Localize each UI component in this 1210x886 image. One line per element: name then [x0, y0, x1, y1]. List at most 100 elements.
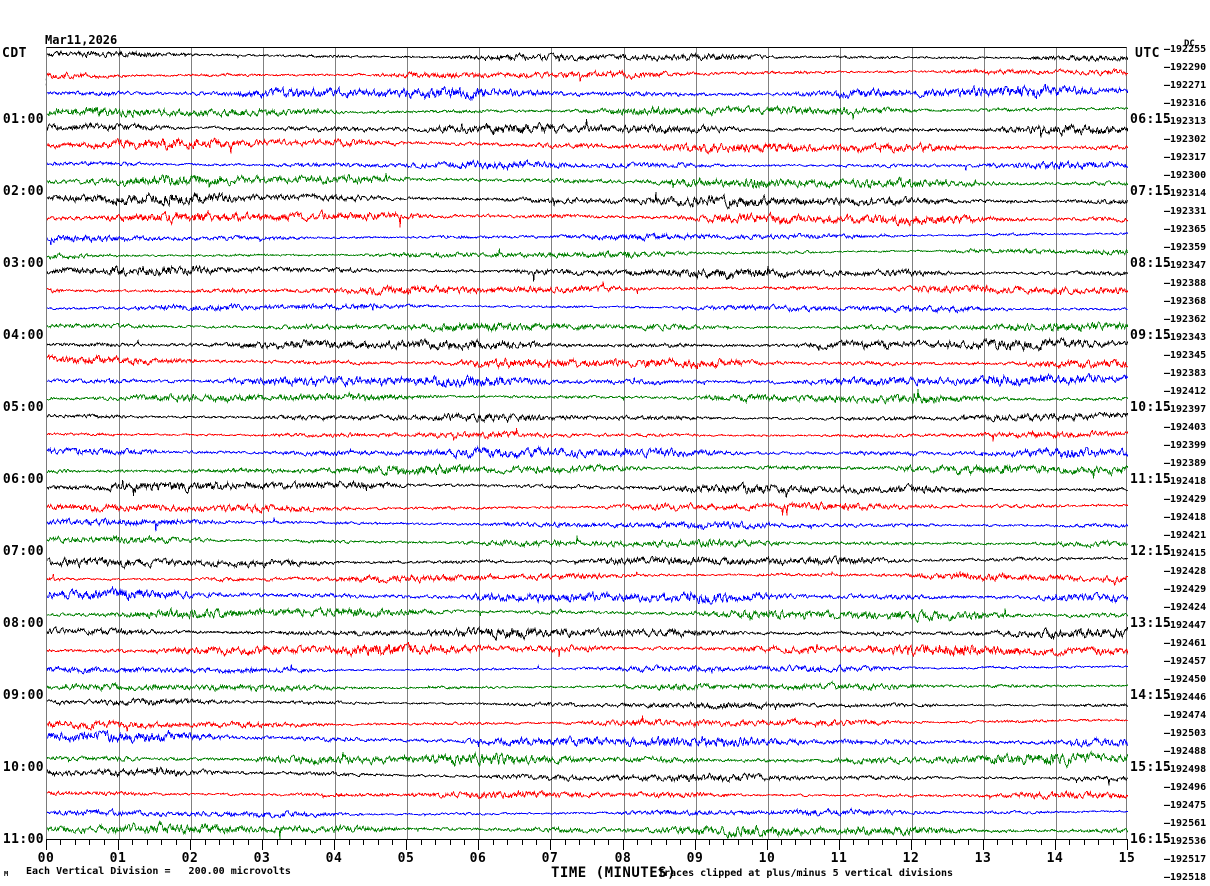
- xtick-label-15: 15: [1118, 851, 1136, 866]
- seismic-trace: [47, 388, 1128, 405]
- xtick-label-14: 14: [1046, 851, 1064, 866]
- tick-major-13: [983, 839, 984, 850]
- hour-label-cdt-0400: 04:00: [2, 328, 44, 343]
- dc-value: –192403: [1164, 422, 1207, 433]
- dc-value: –192474: [1164, 710, 1207, 721]
- hour-label-cdt-0300: 03:00: [2, 256, 44, 271]
- dc-value: –192418: [1164, 512, 1207, 523]
- tick-major-08: [623, 839, 624, 850]
- seismic-trace: [47, 664, 1128, 675]
- xtick-label-13: 13: [974, 851, 992, 866]
- hour-label-utc-1115: 11:15: [1130, 472, 1172, 487]
- seismic-trace: [47, 247, 1128, 261]
- tick-major-10: [767, 839, 768, 850]
- dc-value: –192518: [1164, 872, 1207, 883]
- seismic-trace: [47, 680, 1128, 693]
- dc-value: –192271: [1164, 80, 1207, 91]
- tick-minor: [378, 839, 379, 845]
- tick-major-11: [839, 839, 840, 850]
- gridline-minute-12: [912, 48, 913, 839]
- tick-minor: [421, 839, 422, 845]
- seismic-trace: [47, 191, 1128, 210]
- xtick-label-07: 07: [541, 851, 559, 866]
- xtick-label-04: 04: [325, 851, 343, 866]
- hour-label-utc-1315: 13:15: [1130, 616, 1172, 631]
- tick-minor: [1041, 839, 1042, 845]
- tick-minor: [579, 839, 580, 845]
- seismic-trace: [47, 517, 1128, 532]
- tick-major-05: [406, 839, 407, 850]
- right-timezone-label: UTC: [1135, 46, 1160, 61]
- tick-major-12: [911, 839, 912, 850]
- dc-value: –192429: [1164, 584, 1207, 595]
- hour-label-utc-1015: 10:15: [1130, 400, 1172, 415]
- dc-value: –192418: [1164, 476, 1207, 487]
- tick-minor: [75, 839, 76, 845]
- xtick-label-12: 12: [902, 851, 920, 866]
- dc-value: –192343: [1164, 332, 1207, 343]
- seismic-trace: [47, 118, 1128, 138]
- tick-minor: [1084, 839, 1085, 845]
- tick-minor: [925, 839, 926, 845]
- xtick-label-10: 10: [758, 851, 776, 866]
- tick-minor: [161, 839, 162, 845]
- tick-minor: [233, 839, 234, 845]
- tick-minor: [176, 839, 177, 845]
- seismic-trace: [47, 302, 1128, 314]
- gridline-minute-09: [696, 48, 697, 839]
- dc-value: –192316: [1164, 98, 1207, 109]
- dc-value: –192421: [1164, 530, 1207, 541]
- tick-minor: [997, 839, 998, 845]
- dc-value: –192536: [1164, 836, 1207, 847]
- dc-value: –192517: [1164, 854, 1207, 865]
- dc-value: –192397: [1164, 404, 1207, 415]
- dc-value: –192503: [1164, 728, 1207, 739]
- dc-value: –192300: [1164, 170, 1207, 181]
- seismic-trace: [47, 68, 1128, 82]
- dc-value: –192561: [1164, 818, 1207, 829]
- xtick-label-09: 09: [686, 851, 704, 866]
- seismic-trace: [47, 697, 1128, 711]
- xtick-label-08: 08: [614, 851, 632, 866]
- dc-value: –192399: [1164, 440, 1207, 451]
- seismic-trace: [47, 231, 1128, 246]
- footer-scale-note: Each Vertical Division = 200.00 microvol…: [26, 866, 291, 877]
- dc-value: –192331: [1164, 206, 1207, 217]
- tick-minor: [522, 839, 523, 845]
- footer-corner-mark: M: [4, 870, 9, 878]
- tick-major-07: [550, 839, 551, 850]
- dc-column-header: DC: [1184, 39, 1195, 49]
- seismic-trace: [47, 585, 1128, 605]
- xtick-label-06: 06: [469, 851, 487, 866]
- tick-minor: [781, 839, 782, 845]
- seismic-trace: [47, 158, 1128, 172]
- tick-minor: [536, 839, 537, 845]
- hour-label-cdt-0100: 01:00: [2, 112, 44, 127]
- seismic-trace: [47, 353, 1128, 370]
- dc-value: –192313: [1164, 116, 1207, 127]
- gridline-minute-05: [407, 48, 408, 839]
- dc-value: –192461: [1164, 638, 1207, 649]
- tick-minor: [666, 839, 667, 845]
- tick-minor: [349, 839, 350, 845]
- gridline-minute-08: [624, 48, 625, 839]
- seismic-trace: [47, 462, 1128, 479]
- dc-value: –192290: [1164, 62, 1207, 73]
- tick-major-02: [190, 839, 191, 850]
- tick-minor: [305, 839, 306, 845]
- seismic-trace: [47, 281, 1128, 296]
- seismic-trace: [47, 411, 1128, 424]
- seismic-trace: [47, 372, 1128, 389]
- dc-value: –192255: [1164, 44, 1207, 55]
- dc-value: –192388: [1164, 278, 1207, 289]
- tick-minor: [608, 839, 609, 845]
- tick-major-14: [1055, 839, 1056, 850]
- tick-minor: [723, 839, 724, 845]
- tick-major-09: [695, 839, 696, 850]
- tick-minor: [248, 839, 249, 845]
- seismic-trace: [47, 428, 1128, 442]
- tick-major-06: [478, 839, 479, 850]
- seismic-trace: [47, 49, 1128, 63]
- seismic-trace: [47, 534, 1128, 549]
